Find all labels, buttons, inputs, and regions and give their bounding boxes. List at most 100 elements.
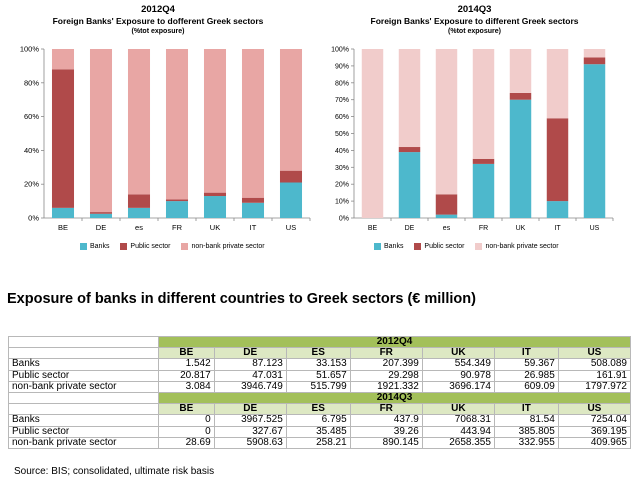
bar-banks [89,213,113,218]
x-tick-label: BE [368,225,378,232]
x-tick-label: DE [96,223,106,232]
y-tick-label: 50% [335,131,349,138]
bar-banks [51,207,75,218]
x-tick-label: FR [479,225,488,232]
y-tick-label: 20% [24,180,39,189]
bar-non-bank-private-sector [127,49,151,195]
table-cell: 7254.04 [557,414,632,427]
table-cell: 409.965 [557,436,632,449]
legend-swatch-public-sector [414,243,422,250]
y-tick-label: 40% [24,146,39,155]
table-cell: 0 [158,425,215,438]
column-header: DE [213,347,287,360]
bar-banks [279,182,303,218]
table-cell: 87.123 [213,358,287,371]
column-header: UK [421,403,495,416]
table-cell: 508.089 [557,358,632,371]
bar-non-bank-private-sector [203,49,227,193]
table-cell: 1797.972 [557,380,632,393]
x-tick-label: US [286,223,296,232]
bar-public-sector [89,212,113,214]
bar-public-sector [546,118,569,202]
bar-public-sector [165,199,189,202]
bar-banks [546,201,569,218]
bar-non-bank-private-sector [583,49,606,58]
x-tick-label: UK [516,225,526,232]
bar-non-bank-private-sector [398,49,421,148]
table-row: non-bank private sector 28.69 5908.63 25… [8,436,632,449]
column-header: DE [213,403,287,416]
bar-banks [127,207,151,218]
row-label: non-bank private sector [8,436,159,449]
legend-label-non-bank-private: non-bank private sector [191,243,265,251]
column-header: ES [285,347,351,360]
y-tick-label: 80% [24,78,39,87]
x-tick-label: US [590,225,600,232]
y-tick-label: 100% [20,45,40,54]
bar-banks [398,152,421,218]
bar-non-bank-private-sector [509,49,532,93]
table-cell: 33.153 [285,358,351,371]
table-cell: 609.09 [493,380,559,393]
y-tick-label: 40% [335,148,349,155]
bar-non-bank-private-sector [279,49,303,171]
table-cell: 332.955 [493,436,559,449]
bar-non-bank-private-sector [472,49,495,159]
x-tick-label: IT [250,223,257,232]
period-row-2014q3: 2014Q3 [8,391,631,405]
column-header: IT [493,347,559,360]
table-row: Banks 0 3967.525 6.795 437.9 7068.31 81.… [8,414,632,427]
bar-banks [241,202,265,218]
chart-panel-2012q4: 2012Q4 Foreign Banks' Exposure to doffer… [0,0,316,268]
bar-public-sector [127,194,151,208]
table-row: Public sector 0 327.67 35.485 39.26 443.… [8,425,632,438]
table-cell: 7068.31 [421,414,495,427]
bar-public-sector [509,92,532,100]
table-cell: 437.9 [349,414,423,427]
column-header: FR [349,403,423,416]
column-header: BE [158,403,215,416]
column-header-row: BE DE ES FR UK IT US [8,347,632,360]
y-tick-label: 0% [28,214,39,223]
bar-public-sector [435,194,458,215]
chart-subtitle: Foreign Banks' Exposure to dofferent Gre… [52,16,264,26]
legend-swatch-banks [80,243,87,250]
bar-non-bank-private-sector [241,49,265,198]
table-cell: 515.799 [285,380,351,393]
row-label: non-bank private sector [8,380,159,393]
table-cell: 327.67 [213,425,287,438]
y-tick-label: 70% [335,97,349,104]
chart-note: (%tot exposure) [448,28,501,35]
bar-banks [203,196,227,218]
legend-label-public-sector: Public sector [424,243,465,251]
table-row: Public sector 20.817 47.031 51.657 29.29… [8,369,632,382]
table-cell: 59.367 [493,358,559,371]
column-header: FR [349,347,423,360]
table-cell: 258.21 [285,436,351,449]
table-cell: 890.145 [349,436,423,449]
bar-non-bank-private-sector [165,49,189,200]
table-heading: Exposure of banks in different countries… [7,291,476,307]
source-note: Source: BIS; consolidated, ultimate risk… [14,466,215,477]
table-row: non-bank private sector 3.084 3946.749 5… [8,380,632,393]
bar-public-sector [51,69,75,208]
y-tick-label: 10% [335,199,349,206]
period-label: 2012Q4 [158,335,631,349]
y-tick-label: 80% [335,80,349,87]
table-cell: 1.542 [158,358,215,371]
legend-swatch-banks [374,243,381,250]
row-label: Public sector [8,369,159,382]
table-cell: 51.657 [285,369,351,382]
bar-banks [472,163,495,218]
bar-public-sector [203,192,227,197]
bar-non-bank-private-sector [361,49,384,218]
table-cell: 1921.332 [349,380,423,393]
table-cell: 207.399 [349,358,423,371]
stacked-bar-chart-2014q3: 0% 10% 20% 30% 40% 50% 60% 70% 80% 90% 100% BE DE es F… [331,47,614,232]
table-cell: 39.26 [349,425,423,438]
row-label: Banks [8,414,159,427]
x-tick-label: es [135,223,143,232]
y-tick-label: 20% [335,182,349,189]
chart-subtitle: Foreign Banks' Exposure to different Gre… [370,16,579,26]
column-header: US [557,403,632,416]
